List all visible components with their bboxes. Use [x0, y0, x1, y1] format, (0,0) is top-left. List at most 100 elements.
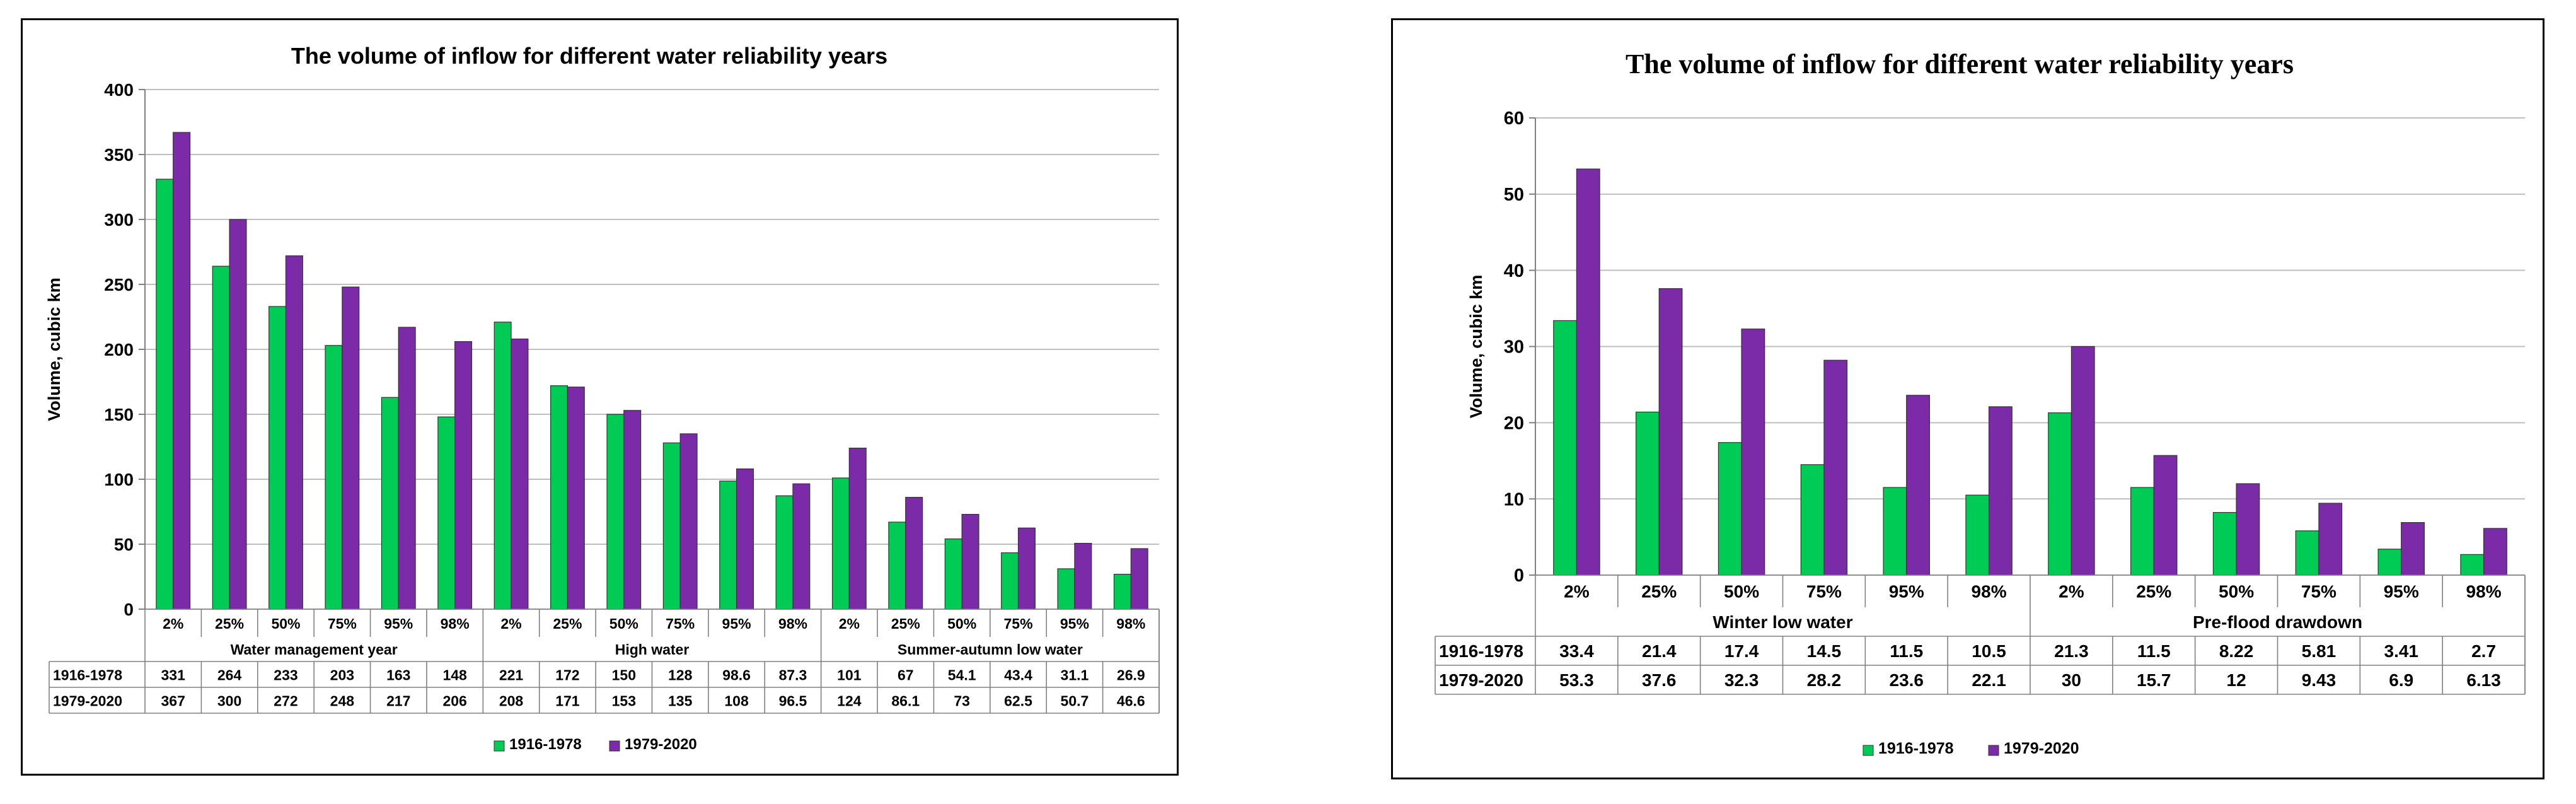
- bar-1979-2020: [173, 132, 191, 610]
- bar-1916-1978: [888, 521, 906, 610]
- data-label: 153: [612, 693, 636, 709]
- bar-1979-2020: [623, 410, 642, 610]
- data-label: 8.22: [2219, 641, 2254, 661]
- data-label: 86.1: [891, 693, 920, 709]
- category-label: 25%: [891, 615, 920, 632]
- data-label: 50.7: [1061, 693, 1089, 709]
- category-label: 95%: [722, 615, 751, 632]
- data-label: 172: [555, 667, 579, 684]
- bar-1916-1978: [381, 397, 399, 610]
- data-label: 248: [330, 693, 355, 709]
- chart-title: The volume of inflow for different water…: [1626, 49, 2294, 79]
- bar-1979-2020: [342, 286, 360, 610]
- data-label: 221: [499, 667, 524, 684]
- data-label: 135: [668, 693, 693, 709]
- y-tick-label: 20: [1504, 413, 1524, 433]
- data-label: 14.5: [1807, 641, 1842, 661]
- bar-1916-1978: [1965, 494, 1990, 576]
- bar-1979-2020: [961, 514, 979, 610]
- data-label: 32.3: [1724, 670, 1759, 690]
- y-tick-label: 0: [1514, 566, 1524, 586]
- bar-1979-2020: [2483, 528, 2507, 576]
- y-tick-label: 50: [1504, 185, 1524, 205]
- data-label: 28.2: [1807, 670, 1842, 690]
- bar-1916-1978: [2295, 530, 2319, 576]
- bar-1916-1978: [1553, 320, 1578, 576]
- bar-1916-1978: [1057, 568, 1075, 610]
- y-tick-label: 400: [104, 80, 134, 100]
- category-label: 95%: [2384, 582, 2419, 602]
- bar-1916-1978: [775, 495, 794, 610]
- chart-left: The volume of inflow for different water…: [21, 18, 1179, 776]
- data-label: 73: [954, 693, 970, 709]
- data-label: 206: [442, 693, 466, 709]
- data-label: 96.5: [779, 693, 807, 709]
- bar-1979-2020: [1576, 168, 1600, 576]
- group-label: Pre-flood drawdown: [2193, 612, 2362, 632]
- bar-1979-2020: [511, 338, 529, 610]
- bar-1916-1978: [606, 414, 625, 610]
- y-tick-label: 0: [124, 600, 134, 619]
- category-label: 98%: [2466, 582, 2502, 602]
- category-label: 75%: [1004, 615, 1033, 632]
- chart-right: The volume of inflow for different water…: [1391, 18, 2544, 779]
- category-label: 2%: [839, 615, 860, 632]
- legend-swatch: [1863, 745, 1874, 756]
- bar-1916-1978: [494, 322, 512, 610]
- data-label: 87.3: [779, 667, 807, 684]
- bar-1979-2020: [848, 447, 867, 610]
- data-label: 67: [898, 667, 914, 684]
- bar-1916-1978: [1800, 464, 1825, 576]
- bar-1916-1978: [662, 442, 681, 610]
- bar-1979-2020: [2401, 522, 2425, 576]
- bar-1979-2020: [792, 483, 811, 610]
- category-label: 50%: [1724, 582, 1759, 602]
- data-label: 300: [217, 693, 241, 709]
- category-label: 25%: [215, 615, 244, 632]
- data-label: 30: [2062, 670, 2081, 690]
- category-label: 50%: [271, 615, 300, 632]
- bar-1916-1978: [1718, 442, 1742, 576]
- table-series-name: 1916-1978: [1439, 641, 1523, 661]
- legend-swatch: [609, 740, 620, 752]
- legend-swatch: [1988, 745, 1999, 756]
- bar-1979-2020: [905, 497, 923, 610]
- category-label: 25%: [2136, 582, 2171, 602]
- bar-1916-1978: [156, 178, 174, 610]
- data-label: 124: [837, 693, 862, 709]
- y-tick-label: 200: [104, 340, 134, 359]
- bar-1916-1978: [550, 385, 569, 610]
- bar-1916-1978: [1883, 487, 1907, 576]
- legend-label: 1916-1978: [509, 736, 582, 753]
- bar-1916-1978: [2130, 487, 2154, 576]
- y-tick-label: 100: [104, 470, 134, 489]
- category-label: 2%: [2059, 582, 2084, 602]
- y-tick-label: 250: [104, 275, 134, 294]
- table-series-name: 1916-1978: [53, 667, 122, 684]
- data-label: 46.6: [1117, 693, 1145, 709]
- data-label: 171: [555, 693, 580, 709]
- bar-1916-1978: [2212, 512, 2237, 576]
- bar-1979-2020: [1017, 527, 1036, 610]
- bar-1979-2020: [1741, 329, 1765, 576]
- group-label: Winter low water: [1713, 612, 1852, 632]
- data-label: 6.13: [2466, 670, 2501, 690]
- category-label: 75%: [666, 615, 695, 632]
- y-axis-label: Volume, cubic km: [1467, 275, 1486, 419]
- category-label: 98%: [778, 615, 807, 632]
- bar-1916-1978: [2048, 412, 2072, 576]
- bar-1979-2020: [1988, 406, 2013, 576]
- data-label: 26.9: [1117, 667, 1145, 684]
- data-label: 150: [612, 667, 636, 684]
- legend-label: 1916-1978: [1878, 740, 1954, 757]
- y-tick-label: 30: [1504, 337, 1524, 358]
- data-label: 264: [217, 667, 242, 684]
- bar-1916-1978: [2460, 554, 2485, 576]
- bar-1979-2020: [567, 387, 585, 610]
- bar-1979-2020: [1074, 542, 1092, 610]
- category-label: 95%: [1889, 582, 1924, 602]
- group-label: Summer-autumn low water: [898, 641, 1083, 658]
- data-label: 43.4: [1004, 667, 1032, 684]
- data-label: 33.4: [1559, 641, 1594, 661]
- category-label: 75%: [1806, 582, 1842, 602]
